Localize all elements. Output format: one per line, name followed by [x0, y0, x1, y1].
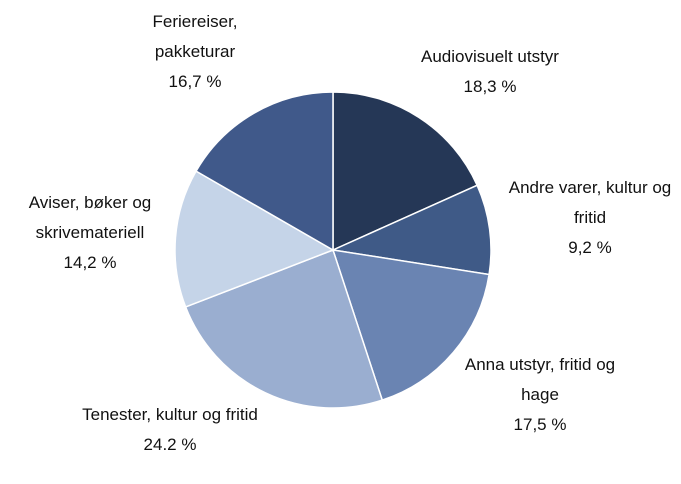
- slice-label: Feriereiser, pakketurar 16,7 %: [140, 7, 250, 97]
- pie-slice: [332, 91, 479, 252]
- slice-label: Aviser, bøker og skrivemateriell 14,2 %: [8, 188, 173, 278]
- category-label: Anna utstyr, fritid og hage: [464, 355, 616, 404]
- category-label: Andre varer, kultur og fritid: [508, 178, 672, 227]
- slice-label: Anna utstyr, fritid og hage 17,5 %: [455, 350, 625, 440]
- value-label: 16,7 %: [168, 72, 222, 91]
- value-label: 17,5 %: [513, 415, 567, 434]
- slice-label: Audiovisuelt utstyr 18,3 %: [390, 42, 590, 102]
- pie-slice: [195, 91, 334, 252]
- category-label: Feriereiser, pakketurar: [152, 12, 238, 61]
- value-label: 24.2 %: [143, 435, 197, 454]
- category-label: Audiovisuelt utstyr: [421, 47, 559, 66]
- value-label: 18,3 %: [463, 77, 517, 96]
- slice-label: Andre varer, kultur og fritid 9,2 %: [505, 173, 675, 263]
- slice-label: Tenester, kultur og fritid 24.2 %: [75, 400, 265, 460]
- category-label: Aviser, bøker og skrivemateriell: [28, 193, 152, 242]
- pie-slice: [184, 249, 384, 409]
- pie-slice: [330, 184, 492, 276]
- pie-slice: [174, 170, 335, 308]
- value-label: 14,2 %: [63, 253, 117, 272]
- pie-slice: [331, 249, 490, 402]
- value-label: 9,2 %: [568, 238, 612, 257]
- category-label: Tenester, kultur og fritid: [82, 405, 258, 424]
